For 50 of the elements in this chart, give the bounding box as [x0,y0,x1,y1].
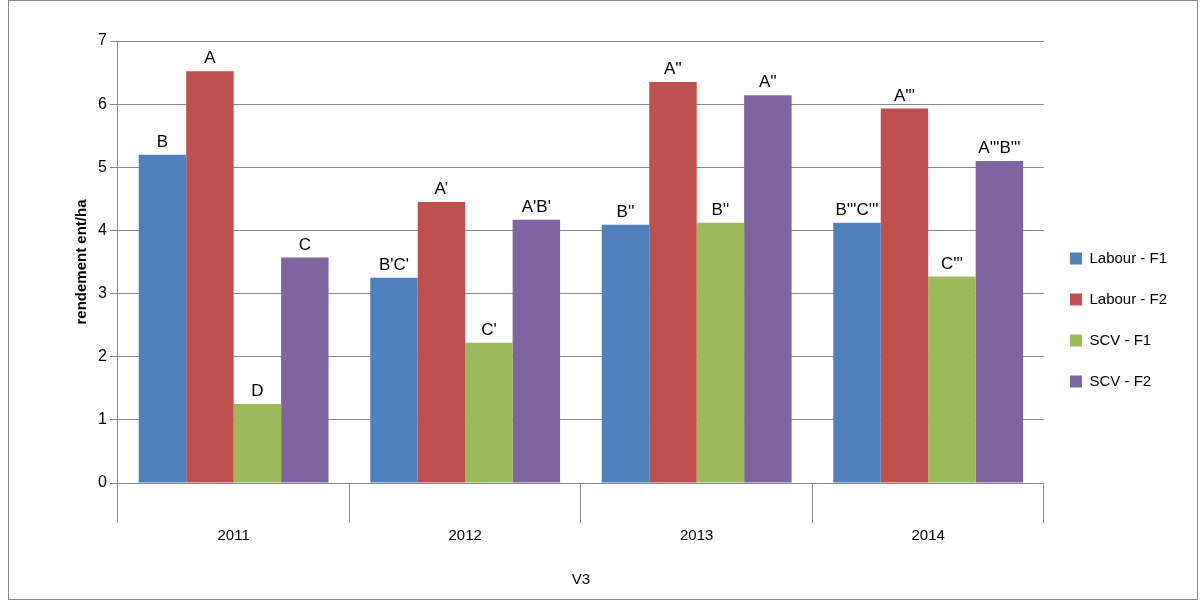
bar [233,404,282,483]
x-tick-label: 2014 [911,526,945,544]
y-tick-label: 2 [97,347,107,365]
data-label: A''' [893,85,916,105]
legend-label: Labour - F1 [1089,248,1168,266]
data-label: B'C' [378,254,410,274]
data-label: D [251,381,264,401]
bar [880,108,929,483]
bar [370,277,418,483]
x-axis-title: V3 [571,570,591,588]
bar [649,82,697,483]
bar [744,95,792,483]
bar [465,342,513,483]
bar [186,71,234,483]
data-label: A'' [664,59,682,79]
y-tick-label: 4 [97,220,107,238]
y-tick-label: 6 [97,94,107,112]
bar [512,219,561,483]
data-label: C [298,234,311,254]
bar [417,202,466,483]
legend-label: SCV - F2 [1089,371,1152,389]
data-label: A'''B''' [978,138,1021,158]
x-tick-label: 2013 [680,526,714,544]
legend-label: SCV - F1 [1089,330,1152,348]
y-tick-label: 1 [97,410,107,428]
data-label: A [204,48,217,68]
y-tick-label: 3 [97,283,107,301]
bar [833,222,881,483]
bar [281,257,329,483]
y-axis-title: rendement ent/ha [72,198,90,325]
bar [601,224,650,483]
bar [138,154,187,483]
data-label: A'' [758,72,777,92]
data-label: C' [481,320,497,340]
data-label: B'''C''' [835,200,879,220]
y-tick-label: 0 [97,473,107,491]
bar [696,222,745,483]
x-tick-label: 2011 [217,526,250,544]
y-tick-label: 5 [97,157,107,175]
data-label: B'' [711,200,730,220]
data-label: A'B' [521,196,551,216]
bar [928,276,976,483]
data-label: B [156,131,169,151]
data-label: C''' [940,253,963,273]
bar [975,160,1024,483]
y-tick-label: 7 [97,31,107,49]
legend-label: Labour - F2 [1089,289,1168,307]
data-label: B'' [616,201,635,221]
x-tick-label: 2012 [448,526,482,544]
data-label: A’ [434,179,449,199]
